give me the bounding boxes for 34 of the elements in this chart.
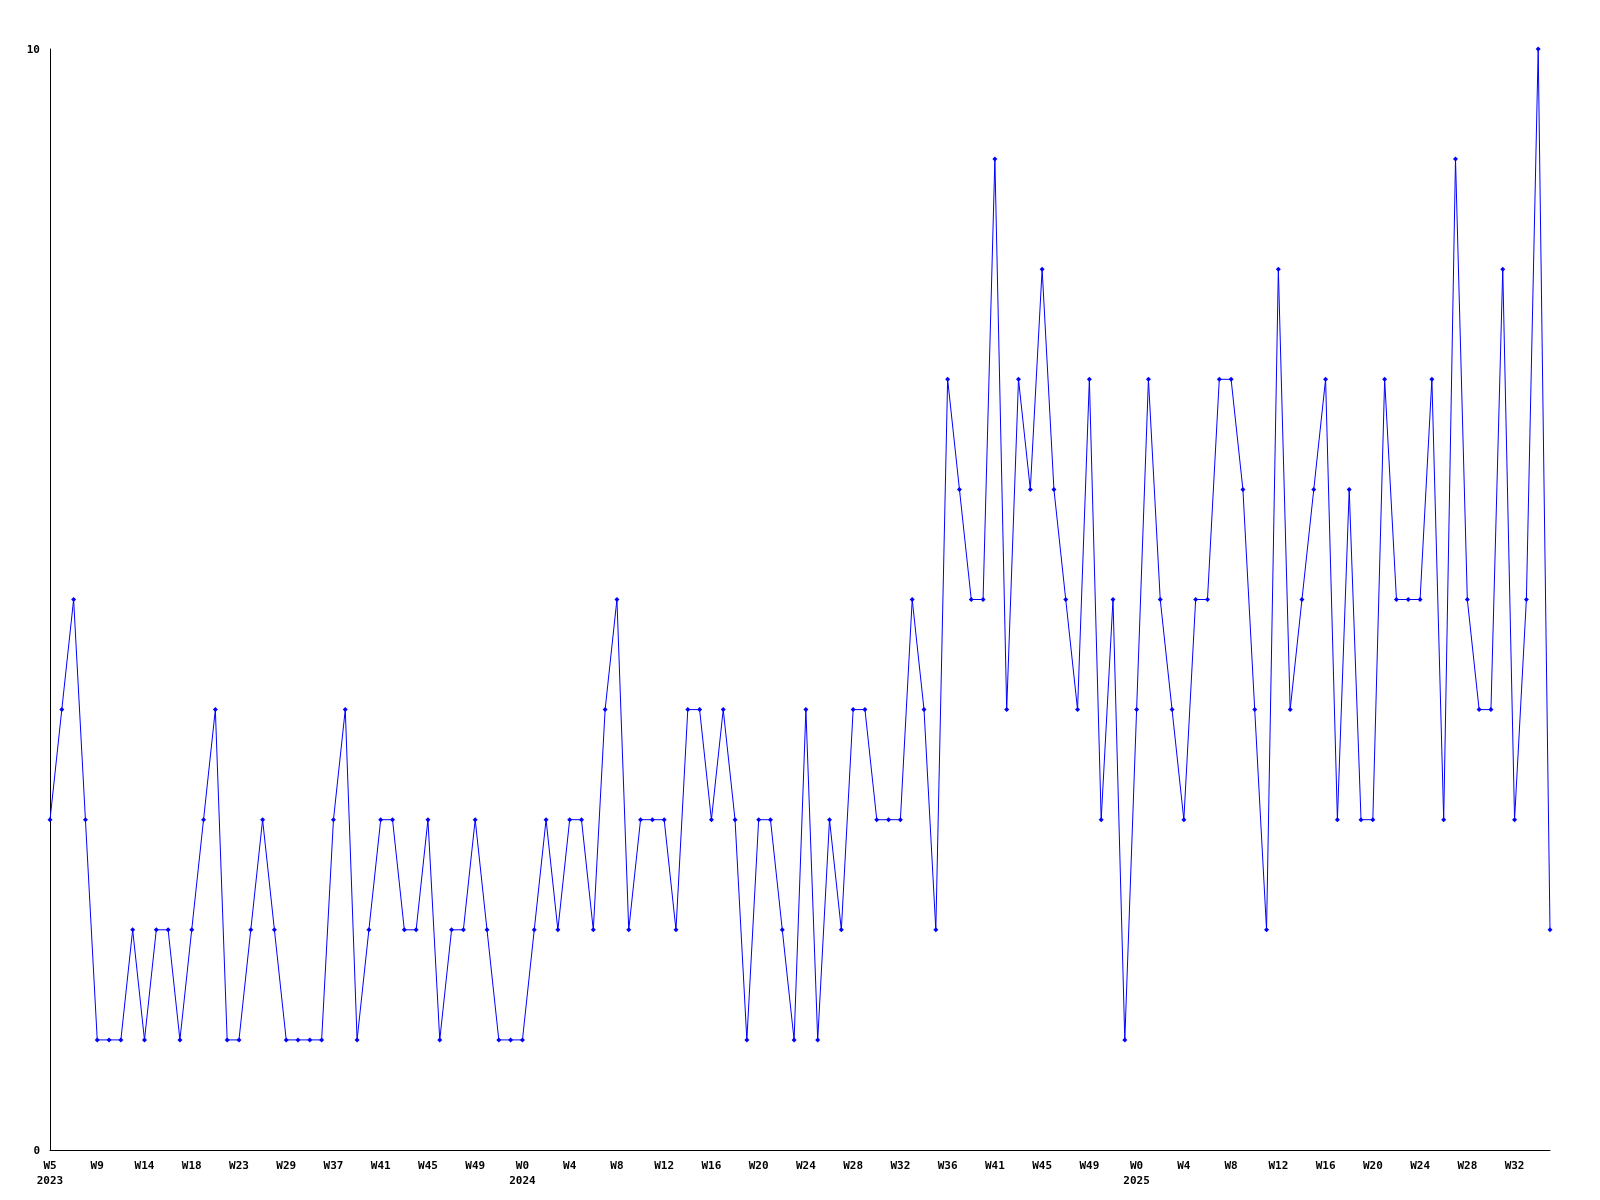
x-tick-label: W12 xyxy=(654,1159,675,1172)
x-tick-label: W28 xyxy=(1457,1159,1478,1172)
x-tick-label: W32 xyxy=(1504,1159,1525,1172)
x-tick-label: W14 xyxy=(134,1159,155,1172)
x-tick-label: W20 xyxy=(748,1159,769,1172)
x-tick-label: W0 2025 xyxy=(1123,1159,1150,1187)
x-tick-label: W9 xyxy=(90,1159,104,1172)
y-tick-label: 0 xyxy=(33,1143,40,1157)
x-tick-label: W49 xyxy=(465,1159,486,1172)
x-tick-label: W36 xyxy=(937,1159,958,1172)
x-tick-label: W24 xyxy=(795,1159,817,1172)
x-tick-label: W4 xyxy=(563,1159,577,1172)
x-tick-label: W16 xyxy=(701,1159,722,1172)
x-tick-label: W37 xyxy=(323,1159,344,1172)
x-tick-label: W4 xyxy=(1177,1159,1191,1172)
x-tick-label: W20 xyxy=(1362,1159,1383,1172)
x-tick-label: W28 xyxy=(843,1159,864,1172)
x-tick-label: W18 xyxy=(181,1159,202,1172)
x-tick-label: W49 xyxy=(1079,1159,1100,1172)
x-tick-label: W24 xyxy=(1410,1159,1431,1172)
x-tick-label: W29 xyxy=(276,1159,297,1172)
x-tick-label: W45 xyxy=(1032,1159,1053,1172)
x-tick-label: W0 2024 xyxy=(509,1159,537,1187)
x-tick-label: W41 xyxy=(984,1159,1006,1172)
x-tick-label: W12 xyxy=(1268,1159,1289,1172)
x-tick-label: W16 xyxy=(1315,1159,1336,1172)
x-tick-label: W32 xyxy=(890,1159,911,1172)
x-tick-label: W8 xyxy=(1224,1159,1238,1172)
x-tick-label: W41 xyxy=(370,1159,392,1172)
x-tick-label: W8 xyxy=(610,1159,624,1172)
y-tick-label: 10 xyxy=(26,42,40,56)
x-tick-label: W5 2023 xyxy=(36,1159,64,1187)
x-tick-label: W23 xyxy=(229,1159,249,1172)
x-tick-label: W45 xyxy=(418,1159,438,1172)
